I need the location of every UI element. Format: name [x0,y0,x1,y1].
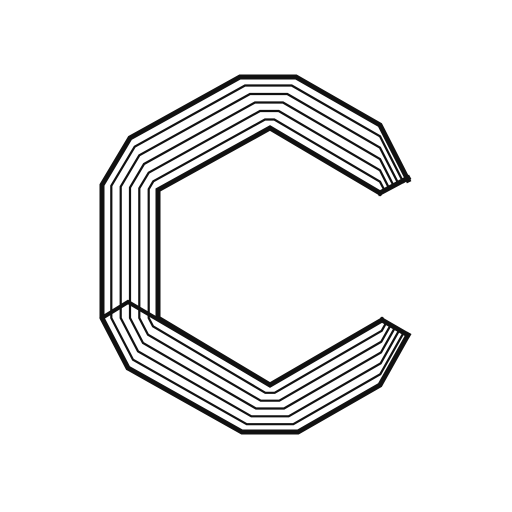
logo-cut-detail [99,299,271,387]
logo-inner-outline [155,125,386,388]
logo-stripe [147,118,388,394]
logo-stripes [110,84,406,426]
logo-stripe [138,109,393,402]
logo-outer-outline [99,74,412,435]
logo-bottom-end-cap [378,316,412,339]
logo-stripe [110,84,406,426]
logo-stripe [128,101,397,410]
logo-top-end-cap [376,174,412,197]
logo-stripe [119,92,401,418]
